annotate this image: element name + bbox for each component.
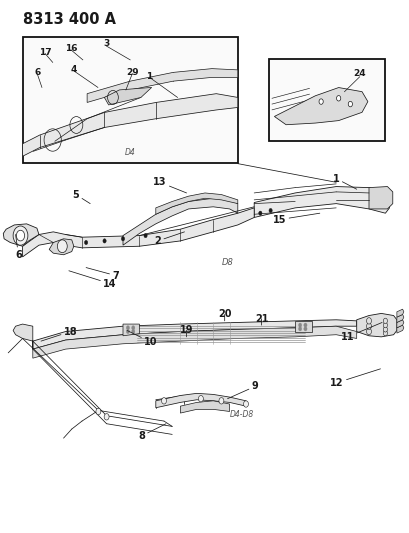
Text: D4-D8: D4-D8 [229, 410, 254, 419]
Circle shape [382, 322, 387, 328]
Polygon shape [254, 187, 389, 217]
Text: 17: 17 [39, 48, 52, 57]
Circle shape [144, 233, 147, 238]
Text: 7: 7 [86, 268, 119, 280]
Circle shape [126, 326, 129, 330]
Polygon shape [396, 314, 403, 322]
Text: 24: 24 [353, 69, 365, 78]
Polygon shape [3, 224, 39, 246]
Circle shape [198, 395, 203, 402]
Polygon shape [123, 324, 139, 336]
Polygon shape [396, 309, 403, 317]
Text: 10: 10 [127, 330, 157, 347]
Circle shape [382, 330, 387, 336]
Polygon shape [22, 94, 237, 156]
Text: 6: 6 [34, 68, 40, 77]
Circle shape [382, 327, 387, 332]
Text: 18: 18 [41, 327, 77, 341]
Circle shape [366, 318, 371, 324]
Polygon shape [396, 320, 403, 328]
Text: 29: 29 [126, 68, 138, 77]
Circle shape [243, 401, 248, 407]
Polygon shape [123, 198, 237, 245]
Polygon shape [87, 69, 237, 102]
Text: D8: D8 [221, 258, 233, 266]
Circle shape [336, 95, 340, 101]
Polygon shape [155, 193, 237, 214]
Circle shape [84, 240, 88, 245]
Text: 1: 1 [146, 71, 152, 80]
Text: 8: 8 [138, 424, 166, 441]
Text: 21: 21 [254, 314, 267, 325]
Polygon shape [294, 321, 311, 332]
Circle shape [131, 326, 135, 330]
Text: 16: 16 [65, 44, 77, 53]
Text: 13: 13 [153, 177, 186, 193]
Circle shape [366, 328, 371, 335]
Circle shape [103, 239, 106, 243]
Polygon shape [13, 324, 33, 349]
Text: 12: 12 [330, 369, 380, 387]
Circle shape [131, 329, 135, 334]
FancyBboxPatch shape [268, 59, 384, 141]
Text: D4: D4 [124, 148, 135, 157]
Text: 5: 5 [72, 190, 90, 204]
Text: 14: 14 [69, 271, 116, 288]
Circle shape [218, 398, 223, 404]
Circle shape [121, 237, 124, 241]
Circle shape [57, 240, 67, 253]
Circle shape [298, 323, 301, 327]
Circle shape [347, 101, 352, 107]
Text: 4: 4 [71, 66, 77, 75]
Circle shape [96, 408, 101, 415]
Polygon shape [274, 87, 367, 125]
Text: 2: 2 [154, 232, 184, 246]
Polygon shape [22, 208, 254, 257]
Text: 9: 9 [227, 382, 258, 399]
Text: 20: 20 [218, 310, 231, 321]
Circle shape [303, 327, 306, 331]
Circle shape [126, 329, 129, 334]
Circle shape [104, 414, 109, 420]
Polygon shape [104, 87, 151, 105]
Polygon shape [155, 393, 245, 408]
Text: 19: 19 [180, 326, 193, 337]
Polygon shape [396, 325, 403, 333]
Text: 6: 6 [15, 235, 22, 260]
Text: 15: 15 [272, 213, 319, 224]
Text: 1: 1 [332, 174, 356, 189]
Polygon shape [33, 326, 356, 358]
Circle shape [298, 327, 301, 331]
Polygon shape [33, 320, 356, 349]
Circle shape [258, 211, 261, 215]
Circle shape [366, 323, 371, 329]
Polygon shape [368, 187, 392, 209]
Circle shape [382, 318, 387, 324]
Polygon shape [356, 313, 396, 337]
FancyBboxPatch shape [22, 37, 237, 163]
Circle shape [16, 230, 25, 241]
Circle shape [161, 398, 166, 404]
Circle shape [303, 323, 306, 327]
Text: 11: 11 [340, 322, 381, 342]
Polygon shape [49, 239, 74, 255]
Text: 8313 400 A: 8313 400 A [22, 12, 115, 27]
Circle shape [13, 226, 28, 245]
Circle shape [268, 208, 272, 213]
Polygon shape [180, 401, 229, 413]
Text: 3: 3 [103, 39, 109, 48]
Circle shape [318, 99, 322, 104]
